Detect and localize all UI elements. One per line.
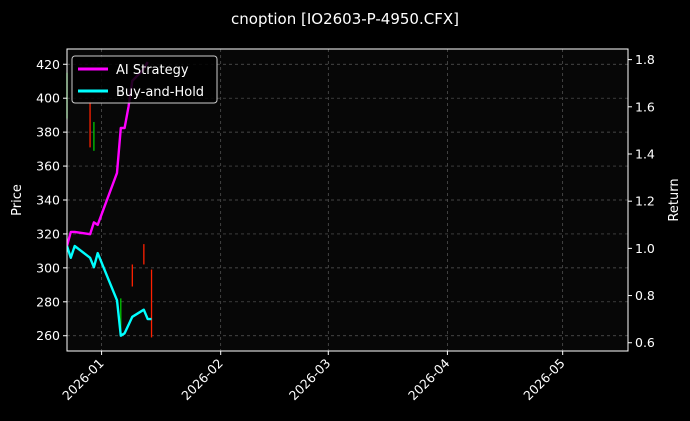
y-left-tick-label: 400 (36, 91, 60, 106)
y-left-tick-label: 300 (36, 260, 60, 275)
y-left-tick-label: 280 (36, 294, 60, 309)
y-left-tick-label: 260 (36, 328, 60, 343)
y-axis-right-label: Return (667, 178, 682, 221)
y-left-tick-label: 320 (36, 226, 60, 241)
y-left-tick-label: 380 (36, 125, 60, 140)
y-right-tick-label: 1.4 (635, 146, 655, 161)
legend: AI Strategy Buy-and-Hold (71, 55, 218, 104)
y-right-tick-label: 0.6 (635, 335, 655, 350)
y-right-tick-label: 1.0 (635, 241, 655, 256)
y-right-tick-label: 1.6 (635, 99, 655, 114)
chart-title: cnoption [IO2603-P-4950.CFX] (231, 10, 459, 28)
legend-label-buy-and-hold: Buy-and-Hold (116, 85, 204, 100)
y-right-tick-label: 0.8 (635, 288, 655, 303)
y-left-tick-label: 420 (36, 57, 60, 72)
series-line-buy-and-hold (67, 244, 152, 337)
y-axis-right: 0.6 0.8 1.0 1.2 1.4 1.6 1.8 (628, 52, 655, 350)
legend-label-ai-strategy: AI Strategy (116, 63, 189, 78)
legend-box (71, 55, 218, 104)
y-right-tick-label: 1.8 (635, 52, 655, 67)
y-axis-left: 260 280 300 320 340 360 380 400 420 (36, 57, 67, 343)
y-right-tick-label: 1.2 (635, 194, 655, 209)
y-axis-left-label: Price (10, 184, 25, 216)
y-left-tick-label: 360 (36, 159, 60, 174)
y-left-tick-label: 340 (36, 193, 60, 208)
